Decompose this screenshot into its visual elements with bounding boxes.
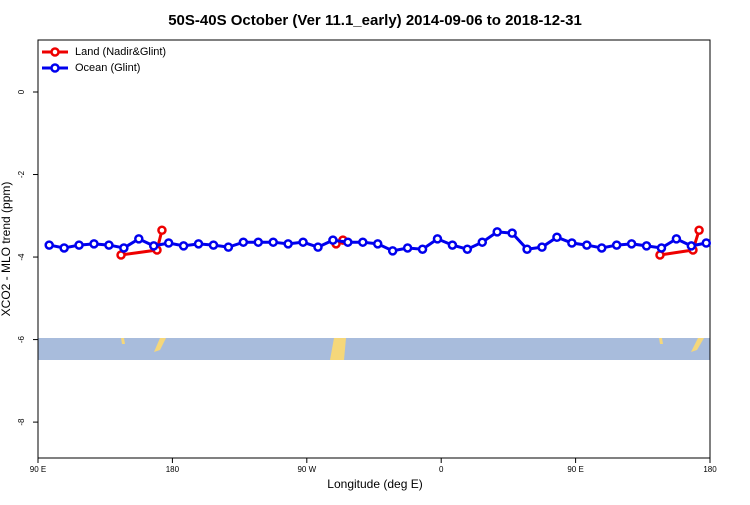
point: [507, 228, 517, 238]
point: [44, 240, 54, 250]
point: [641, 241, 652, 251]
point: [253, 237, 264, 247]
point: [552, 232, 562, 242]
point: [268, 237, 278, 247]
legend-label: Ocean (Glint): [75, 62, 140, 74]
point: [178, 241, 189, 251]
land-patch: [691, 338, 704, 352]
x-tick-label: 180: [703, 465, 717, 474]
point: [119, 243, 129, 253]
point: [328, 235, 338, 245]
point: [104, 240, 114, 250]
y-axis-label: XCO2 - MLO trend (ppm): [0, 182, 13, 317]
point: [157, 225, 167, 235]
plot-frame: [37, 39, 711, 459]
y-tick-label: -6: [17, 335, 26, 343]
point: [582, 240, 592, 250]
y-tick-label: -4: [17, 253, 26, 261]
point: [626, 239, 637, 249]
point: [134, 234, 144, 244]
point: [59, 243, 69, 253]
point: [694, 225, 704, 235]
x-tick-label: 90 E: [567, 465, 583, 474]
legend-marker: [50, 63, 60, 73]
point: [193, 239, 204, 249]
point: [358, 237, 368, 247]
point: [596, 243, 607, 253]
point: [148, 241, 159, 251]
point: [298, 237, 308, 247]
x-axis-label: Longitude (deg E): [327, 477, 422, 491]
point: [343, 237, 353, 247]
point: [477, 237, 488, 247]
point: [492, 227, 502, 237]
point: [89, 239, 99, 249]
point: [462, 244, 473, 254]
y-tick-label: -2: [17, 170, 26, 178]
point: [372, 239, 383, 249]
point: [387, 246, 398, 256]
x-tick-label: 90 W: [297, 465, 316, 474]
point: [611, 240, 622, 250]
point: [283, 239, 293, 249]
legend-marker: [50, 47, 60, 57]
land-patch: [659, 338, 663, 344]
point: [671, 234, 682, 244]
point: [432, 234, 443, 244]
x-tick-label: 180: [166, 465, 180, 474]
land-patch: [154, 338, 166, 352]
point: [701, 238, 712, 248]
point: [74, 240, 84, 250]
x-tick-label: 0: [439, 465, 444, 474]
point: [686, 241, 697, 251]
point: [656, 243, 667, 253]
point: [238, 237, 249, 247]
land-patch: [330, 338, 346, 360]
point: [417, 244, 428, 254]
land-mask: [38, 338, 710, 360]
point: [163, 238, 174, 248]
x-tick-label: 90 E: [30, 465, 46, 474]
ocean-band: [38, 338, 710, 360]
legend-label: Land (Nadir&Glint): [75, 46, 166, 58]
point: [567, 238, 577, 248]
point: [208, 240, 219, 250]
y-tick-label: -8: [17, 418, 26, 426]
point: [447, 240, 458, 250]
y-tick-label: 0: [17, 89, 26, 94]
point: [402, 243, 413, 253]
point: [522, 244, 532, 254]
point: [537, 242, 547, 252]
point: [223, 242, 234, 252]
land-patch: [121, 338, 125, 344]
point: [313, 242, 323, 252]
chart-title: 50S-40S October (Ver 11.1_early) 2014-09…: [168, 12, 582, 29]
